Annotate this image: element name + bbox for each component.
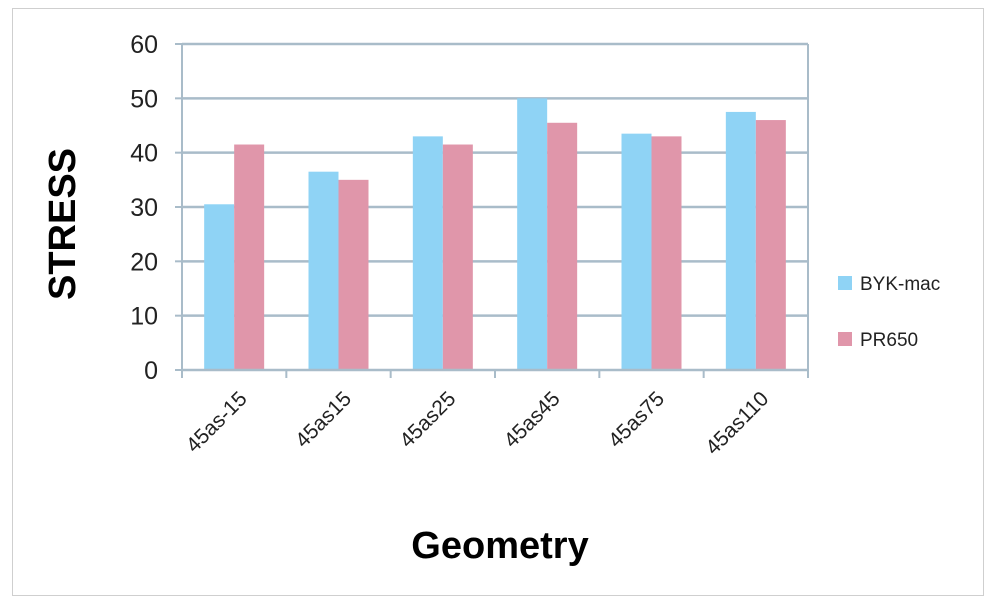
y-tick-labels: 0 10 20 30 40 50 60 — [130, 31, 158, 385]
x-tick-label: 45as25 — [395, 387, 460, 452]
bar-byk-mac-45as45 — [517, 98, 548, 370]
y-axis-title: STRESS — [42, 148, 84, 300]
legend-label: PR650 — [860, 330, 918, 351]
y-tick-label: 0 — [144, 357, 158, 385]
y-tick-label: 60 — [130, 31, 158, 59]
y-tick-label: 20 — [130, 248, 158, 276]
bar-pr650-45as-15 — [234, 144, 265, 370]
x-tick-label: 45as-15 — [182, 387, 252, 457]
bar-pr650-45as45 — [547, 122, 578, 371]
x-tick-labels: 45as-15 45as15 45as25 45as45 45as75 45as110 — [182, 387, 774, 459]
legend: BYK-mac PR650 — [838, 274, 940, 351]
axes — [181, 43, 809, 378]
legend-swatch — [838, 332, 852, 346]
y-tick-label: 40 — [130, 140, 158, 168]
bar-pr650-45as15 — [338, 179, 369, 370]
y-tick-label: 30 — [130, 194, 158, 222]
bar-pr650-45as110 — [755, 120, 786, 370]
bar-byk-mac-45as-15 — [204, 204, 235, 370]
legend-label: BYK-mac — [860, 274, 940, 295]
bar-byk-mac-45as25 — [412, 136, 443, 370]
x-tick-label: 45as45 — [500, 387, 565, 452]
x-tick-label: 45as110 — [701, 387, 773, 459]
bar-byk-mac-45as15 — [308, 171, 339, 370]
gridlines — [175, 42, 808, 371]
bar-byk-mac-45as110 — [725, 111, 756, 371]
x-tick-label: 45as75 — [604, 387, 669, 452]
bar-pr650-45as25 — [442, 144, 473, 370]
bars — [204, 98, 786, 371]
x-tick-label: 45as15 — [291, 387, 356, 452]
bar-byk-mac-45as75 — [621, 133, 652, 370]
legend-swatch — [838, 276, 852, 290]
chart-frame — [12, 8, 984, 596]
bar-pr650-45as75 — [651, 136, 682, 370]
x-axis-title: Geometry — [411, 525, 588, 567]
y-tick-label: 50 — [130, 85, 158, 113]
y-tick-label: 10 — [130, 303, 158, 331]
